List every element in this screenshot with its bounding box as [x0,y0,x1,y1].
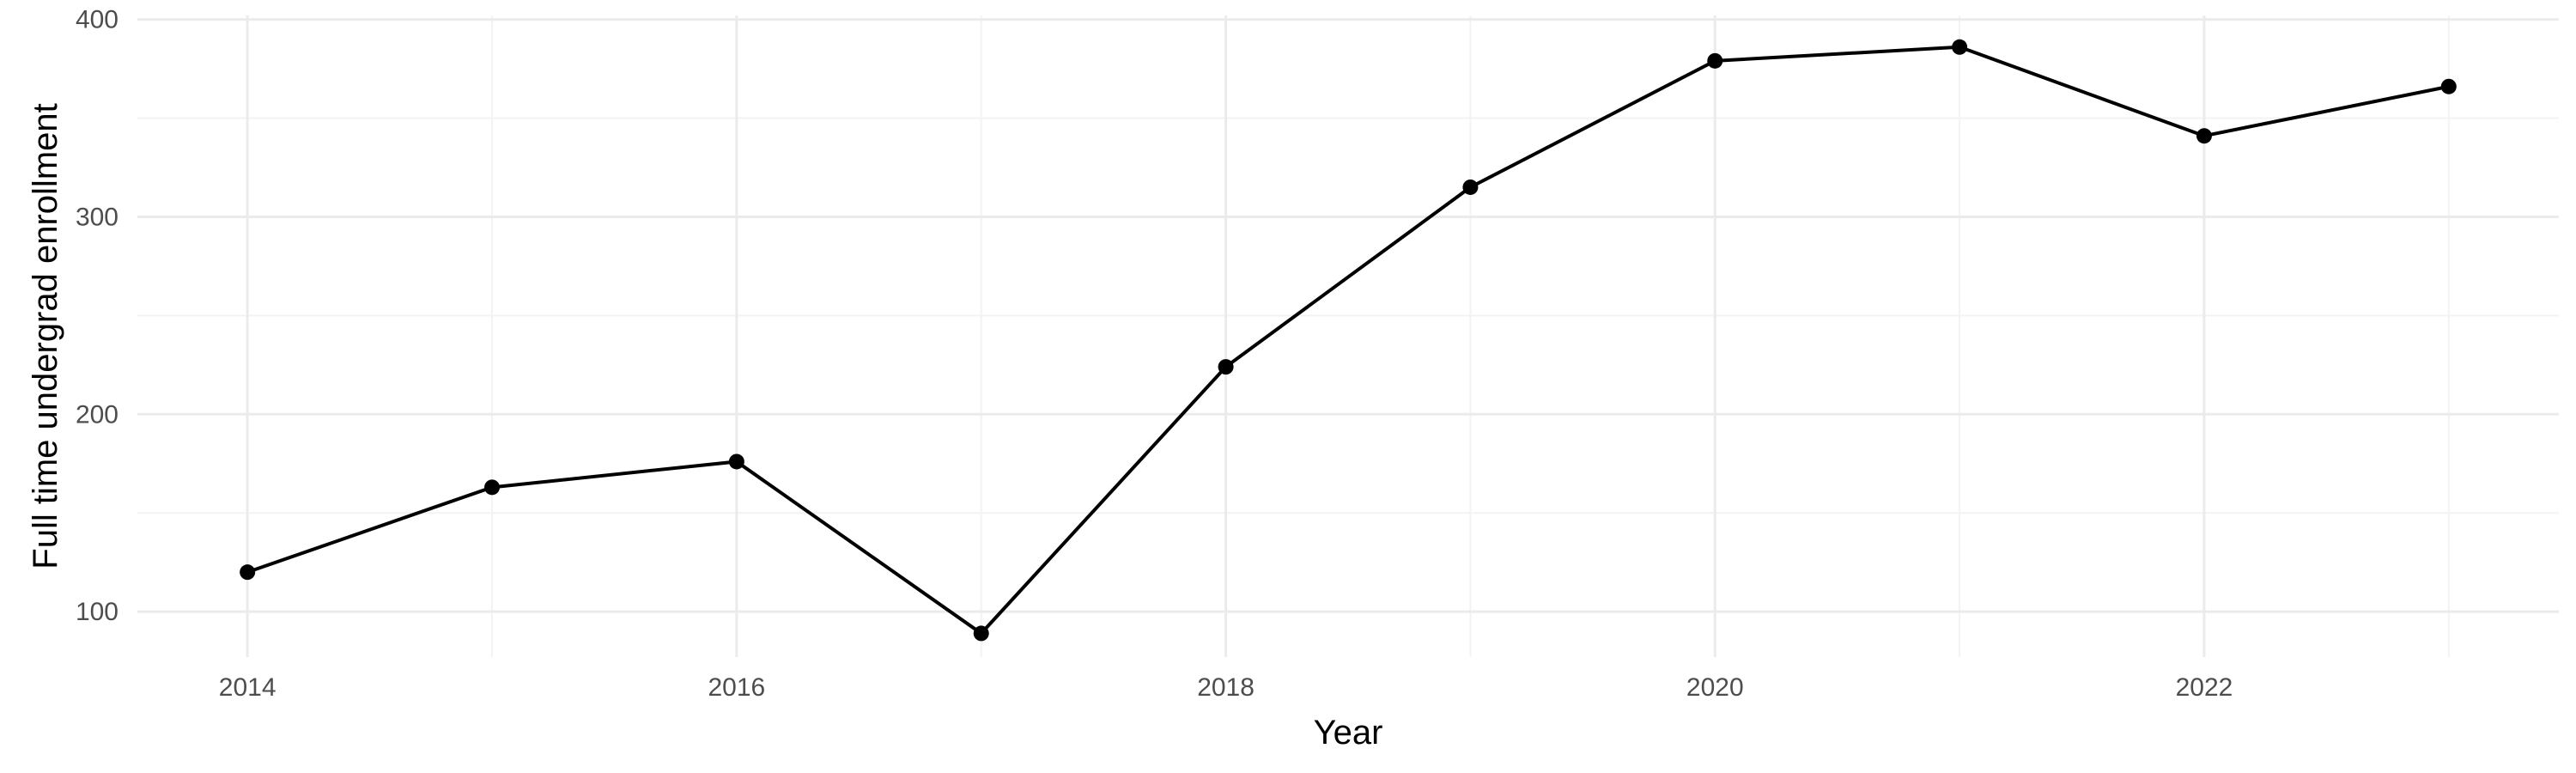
y-tick-label: 400 [76,6,118,34]
data-point [973,625,989,642]
x-tick-label: 2014 [219,673,276,702]
data-point [728,453,744,470]
x-tick-label: 2016 [708,673,766,702]
y-tick-label: 100 [76,598,118,626]
y-axis-title: Full time undergrad enrollment [27,103,64,569]
data-point [1462,179,1479,195]
y-tick-label: 200 [76,400,118,429]
y-tick-label: 300 [76,203,118,231]
data-point [240,564,256,581]
data-point [1952,39,1968,55]
data-point [484,479,501,496]
data-point [1218,359,1234,375]
x-tick-label: 2022 [2176,673,2233,702]
grid-lines [137,15,2559,657]
series-line [246,45,2450,636]
tick-labels: 100 200 300 400 2014 2016 2018 2020 2022 [76,6,2233,702]
x-tick-label: 2018 [1197,673,1255,702]
data-point [2440,78,2457,94]
x-tick-label: 2020 [1686,673,1744,702]
data-point [1707,52,1723,69]
x-axis-title: Year [1314,714,1383,752]
data-point [2196,128,2212,144]
series-layer [240,39,2457,642]
